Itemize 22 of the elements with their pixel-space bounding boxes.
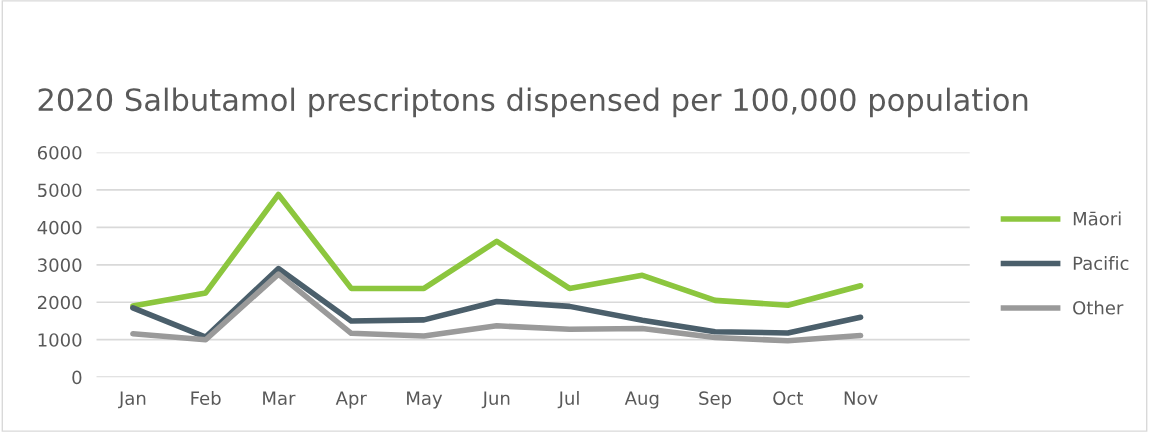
x-tick-label: Nov <box>844 391 878 405</box>
legend-label: Pacific <box>1073 256 1129 271</box>
x-tick-label: Feb <box>191 391 221 405</box>
legend-label: Other <box>1073 300 1124 315</box>
x-tick-label: Apr <box>335 391 367 409</box>
y-tick-label: 2000 <box>38 295 82 310</box>
x-tick-label: Jun <box>481 391 510 409</box>
x-tick-label: Jul <box>557 391 579 409</box>
y-tick-label: 6000 <box>37 145 82 160</box>
x-tick-label: Mar <box>263 391 296 405</box>
x-tick-label: May <box>407 391 443 409</box>
x-tick-label: Aug <box>624 391 659 409</box>
y-tick-label: 3000 <box>38 258 82 272</box>
x-tick-label: Jan <box>118 391 146 409</box>
y-tick-label: 5000 <box>38 183 82 198</box>
y-tick-label: 1000 <box>38 333 82 347</box>
y-tick-label: 0 <box>72 370 82 385</box>
legend-label: Māori <box>1073 211 1121 226</box>
x-tick-label: Sep <box>699 391 732 409</box>
x-tick-label: Oct <box>773 391 804 405</box>
y-tick-label: 4000 <box>37 220 82 235</box>
chart-title: 2020 Salbutamol prescriptons dispensed per 100,000 population <box>38 87 1028 118</box>
